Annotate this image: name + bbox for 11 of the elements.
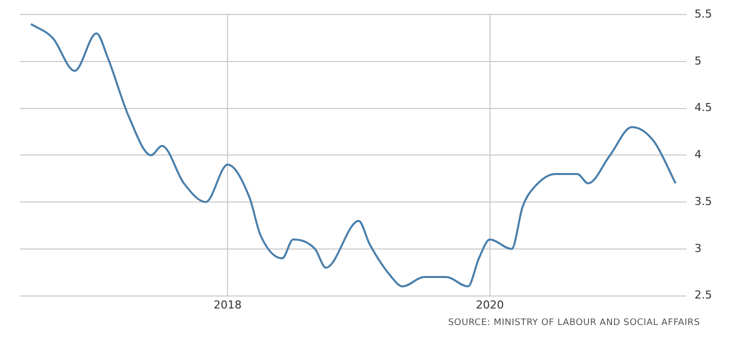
y-tick-label: 3 bbox=[694, 242, 702, 255]
x-tick-label: 2018 bbox=[214, 298, 242, 312]
y-tick-label: 4.5 bbox=[694, 101, 712, 114]
y-tick-label: 3.5 bbox=[694, 194, 712, 208]
y-tick-label: 5 bbox=[694, 54, 702, 68]
x-tick-label: 2020 bbox=[476, 298, 504, 312]
source-note: SOURCE: MINISTRY OF LABOUR AND SOCIAL AFFAIRS bbox=[447, 318, 700, 328]
line-series bbox=[30, 22, 677, 288]
y-tick-label: 2.5 bbox=[694, 288, 712, 302]
y-tick-label: 4 bbox=[694, 148, 702, 162]
y-tick-label: 5.5 bbox=[694, 7, 712, 20]
